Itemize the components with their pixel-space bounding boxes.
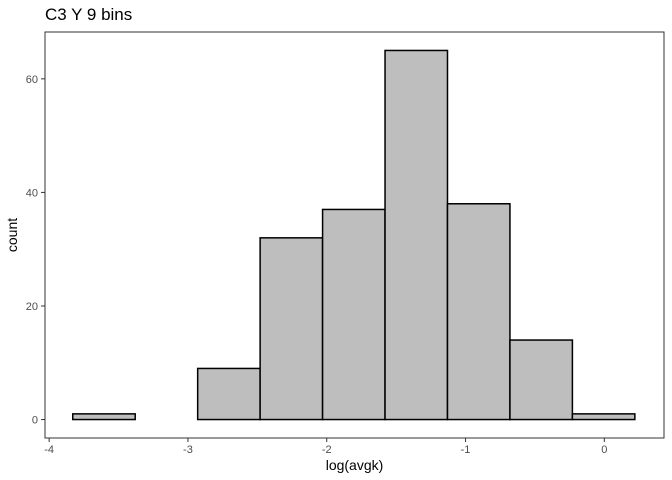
x-tick-label: -3 [183,444,193,456]
histogram-bar [384,49,449,421]
histogram-bar [321,208,386,421]
y-axis: 0 20 40 60 [26,74,45,427]
bars-layer [72,49,636,421]
chart-title: C3 Y 9 bins [45,5,132,24]
x-axis: -4 -3 -2 -1 0 [44,438,607,456]
x-tick-label: -4 [44,444,54,456]
x-tick-label: -2 [322,444,332,456]
y-tick-label: 40 [26,187,38,199]
histogram-bar [196,367,261,421]
y-tick-label: 20 [26,301,38,313]
x-tick-label: 0 [601,444,607,456]
x-axis-title: log(avgk) [326,457,384,473]
y-tick-label: 0 [32,415,38,427]
histogram-bar [72,413,136,421]
histogram-bar [571,413,636,421]
histogram-bar [259,237,324,421]
y-axis-title: count [4,218,20,252]
plot-panel-border [44,31,665,439]
histogram-bar [446,203,511,421]
y-tick-label: 60 [26,74,38,86]
x-tick-label: -1 [461,444,471,456]
histogram-bar [509,339,574,421]
